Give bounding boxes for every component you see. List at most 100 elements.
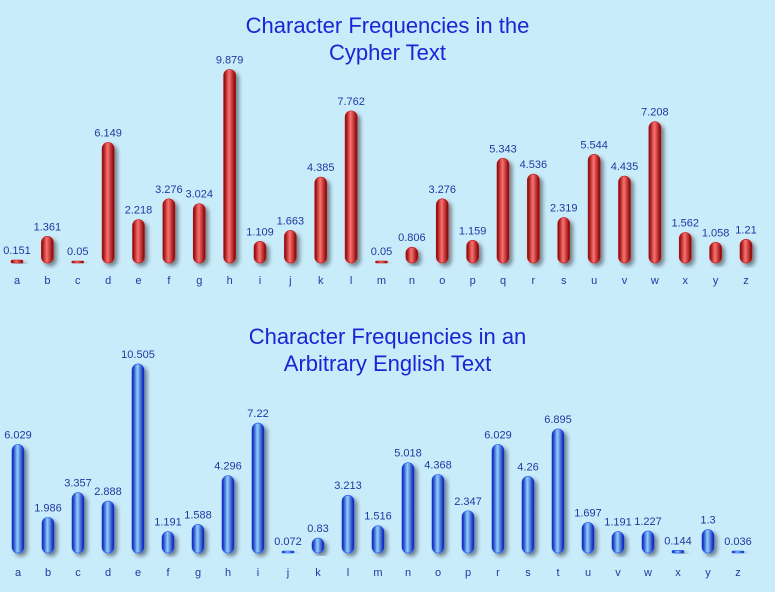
chart-1-category-label-p: p: [470, 275, 476, 287]
chart-1-value-label-e: 2.218: [125, 205, 153, 217]
chart-2-bar-w: [641, 530, 655, 554]
chart-2-value-label-a: 6.029: [4, 429, 32, 441]
chart-2-category-label-l: l: [347, 567, 349, 579]
chart-2-bar-t: [551, 428, 565, 554]
chart-2-category-label-e: e: [135, 567, 141, 579]
chart-1-value-label-m: 0.05: [371, 246, 392, 258]
chart-2-bars: 6.029 a 1.986 b 3.357 c 2.888 d 10.505 e 1.191 f 1.5…: [4, 349, 752, 579]
chart-1-category-label-j: j: [288, 275, 291, 287]
chart-2-value-label-s: 4.26: [517, 461, 538, 473]
chart-1-category-label-w: w: [650, 275, 659, 287]
chart-1-value-label-q: 5.343: [489, 143, 517, 155]
chart-2-value-label-c: 3.357: [64, 478, 92, 490]
chart-2-category-label-k: k: [315, 567, 321, 579]
chart-2-category-label-z: z: [735, 567, 741, 579]
chart-1-bar-c: [71, 260, 85, 264]
chart-2-bar-p: [461, 510, 475, 554]
chart-2-value-label-e: 10.505: [121, 349, 155, 361]
chart-2-value-label-f: 1.191: [154, 517, 182, 529]
chart-1-bar-s: [557, 217, 571, 264]
chart-1-value-label-u: 5.544: [580, 139, 608, 151]
chart-2-bar-a: [11, 444, 25, 554]
chart-2-bar-l: [341, 494, 355, 554]
chart-2-category-label-o: o: [435, 567, 441, 579]
chart-1-value-label-h: 9.879: [216, 54, 244, 66]
chart-1-value-label-r: 4.536: [520, 159, 548, 171]
chart-1-value-label-o: 3.276: [428, 184, 456, 196]
chart-1-value-label-b: 1.361: [34, 221, 62, 233]
chart-2-category-label-u: u: [585, 567, 591, 579]
chart-2-title-line-1: Character Frequencies in an: [248, 324, 527, 349]
chart-1-value-label-l: 7.762: [337, 96, 365, 108]
chart-2-value-label-p: 2.347: [454, 496, 482, 508]
chart-2-category-label-m: m: [373, 567, 382, 579]
chart-2-value-label-n: 5.018: [394, 448, 422, 460]
chart-1-bar-a: [10, 259, 24, 264]
chart-2-bar-x: [671, 550, 685, 554]
chart-2-value-label-k: 0.83: [307, 523, 328, 535]
chart-1-bar-b: [41, 236, 54, 264]
chart-2-bar-d: [101, 500, 115, 554]
chart-2-value-label-v: 1.191: [604, 517, 632, 529]
chart-2-category-label-b: b: [45, 567, 51, 579]
chart-1-bars: 0.151 a 1.361 b 0.05 c 6.149 d 2.218 e 3.276 f 3.024…: [3, 54, 756, 287]
chart-2-value-label-b: 1.986: [34, 502, 62, 514]
chart-1-value-label-a: 0.151: [3, 245, 31, 257]
chart-1-bar-q: [496, 157, 510, 264]
chart-1-value-label-x: 1.562: [671, 217, 699, 229]
chart-1-bar-h: [223, 69, 236, 264]
chart-2-value-label-m: 1.516: [364, 511, 392, 523]
chart-1-bar-o: [435, 198, 449, 264]
chart-2-bar-h: [221, 475, 235, 554]
chart-1-category-label-o: o: [439, 275, 445, 287]
chart-1-bar-w: [648, 121, 662, 264]
chart-2-bar-n: [401, 462, 415, 554]
chart-1-value-label-n: 0.806: [398, 232, 426, 244]
chart-2-value-label-d: 2.888: [94, 486, 122, 498]
chart-2-bar-u: [581, 522, 595, 554]
chart-1-bar-d: [101, 142, 115, 264]
chart-1-value-label-i: 1.109: [246, 226, 274, 238]
chart-1-bar-j: [284, 230, 297, 264]
chart-1-bar-p: [466, 239, 479, 264]
chart-2-value-label-t: 6.895: [544, 414, 572, 426]
chart-1-bar-x: [678, 232, 692, 264]
chart-2-bar-g: [191, 524, 205, 554]
chart-1-value-label-w: 7.208: [641, 107, 669, 119]
chart-2-value-label-g: 1.588: [184, 509, 212, 521]
chart-2-value-label-y: 1.3: [700, 515, 715, 527]
chart-1-value-label-j: 1.663: [277, 215, 305, 227]
chart-2-category-label-j: j: [286, 567, 289, 579]
chart-1-category-label-n: n: [409, 275, 415, 287]
chart-2-category-label-n: n: [405, 567, 411, 579]
chart-2-value-label-l: 3.213: [334, 480, 362, 492]
chart-2-value-label-o: 4.368: [424, 459, 452, 471]
chart-1-title-line-2: Cypher Text: [329, 40, 446, 65]
chart-2-bar-f: [161, 531, 175, 554]
chart-1-category-label-z: z: [743, 275, 749, 287]
chart-1-category-label-q: q: [500, 275, 506, 287]
chart-1-value-label-g: 3.024: [185, 189, 213, 201]
chart-1-bar-r: [527, 173, 540, 264]
chart-1-value-label-d: 6.149: [94, 127, 122, 139]
chart-2-title: Character Frequencies in an Arbitrary En…: [0, 323, 775, 377]
chart-2-category-label-c: c: [75, 567, 81, 579]
chart-2-value-label-h: 4.296: [214, 461, 242, 473]
chart-2-bar-j: [281, 550, 295, 554]
chart-1-category-label-h: h: [227, 275, 233, 287]
chart-1-category-label-l: l: [350, 275, 352, 287]
chart-2-category-label-i: i: [257, 567, 259, 579]
chart-2-category-label-t: t: [556, 567, 559, 579]
chart-1-category-label-u: u: [591, 275, 597, 287]
chart-1-category-label-e: e: [135, 275, 141, 287]
chart-1-category-label-x: x: [683, 275, 689, 287]
chart-1-bar-e: [132, 219, 145, 264]
chart-2-value-label-r: 6.029: [484, 429, 512, 441]
chart-1-category-label-r: r: [532, 275, 536, 287]
chart-1-bar-z: [739, 238, 753, 264]
chart-2-category-label-g: g: [195, 567, 201, 579]
chart-2-category-label-w: w: [643, 567, 652, 579]
chart-1-bar-g: [192, 203, 206, 264]
chart-2-title-line-2: Arbitrary English Text: [283, 351, 492, 376]
